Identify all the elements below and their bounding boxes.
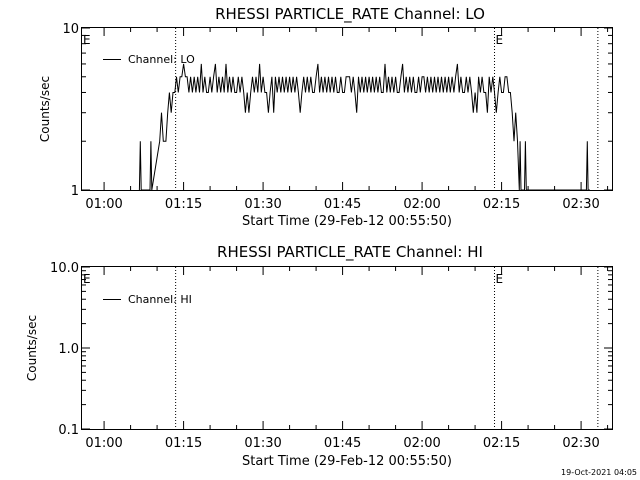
hi-marker-label: E	[496, 272, 504, 286]
hi-legend-label: Channel: HI	[128, 293, 192, 306]
hi-x-tick-label: 01:30	[244, 436, 281, 451]
lo-x-tick-label: 01:30	[244, 197, 281, 212]
lo-channel-chart: RHESSI PARTICLE_RATE Channel: LO Counts/…	[38, 5, 613, 229]
hi-channel-chart: RHESSI PARTICLE_RATE Channel: HI Counts/…	[25, 243, 613, 469]
lo-plot-frame	[81, 27, 613, 191]
lo-x-axis-label: Start Time (29-Feb-12 00:55:50)	[242, 214, 452, 229]
hi-x-tick-label: 02:30	[562, 436, 599, 451]
lo-y-tick-label: 10	[62, 22, 79, 37]
hi-marker-label: E	[83, 272, 91, 286]
lo-y-tick-label: 1	[71, 184, 79, 199]
lo-y-axis-label: Counts/sec	[38, 76, 52, 142]
hi-plot-frame	[81, 266, 613, 430]
hi-x-tick-label: 01:15	[165, 436, 202, 451]
lo-legend-label: Channel: LO	[128, 53, 195, 66]
hi-x-axis-label: Start Time (29-Feb-12 00:55:50)	[242, 454, 452, 469]
hi-y-tick-label: 1.0	[58, 342, 79, 357]
hi-x-tick-label: 01:00	[85, 436, 122, 451]
lo-axis-ticks: 01:00 01:15 01:30 01:45 02:00 02:15 02:30 1 10	[62, 22, 612, 212]
hi-x-tick-label: 02:00	[403, 436, 440, 451]
hi-chart-title: RHESSI PARTICLE_RATE Channel: HI	[217, 243, 483, 262]
lo-x-tick-label: 02:00	[403, 197, 440, 212]
lo-x-tick-label: 01:15	[165, 197, 202, 212]
lo-x-tick-label: 01:00	[85, 197, 122, 212]
hi-x-tick-label: 02:15	[483, 436, 520, 451]
lo-x-tick-label: 02:30	[562, 197, 599, 212]
hi-y-tick-label: 10.0	[50, 261, 79, 276]
lo-series-line	[138, 63, 590, 191]
footer-timestamp: 19-Oct-2021 04:05	[561, 468, 637, 477]
hi-axis-ticks: 01:00 01:15 01:30 01:45 02:00 02:15 02:30 0.1 1.…	[50, 261, 612, 451]
hi-legend: Channel: HI	[103, 293, 192, 306]
lo-legend: Channel: LO	[103, 53, 195, 66]
hi-y-tick-label: 0.1	[58, 423, 79, 438]
lo-marker-label: E	[83, 33, 91, 47]
lo-chart-title: RHESSI PARTICLE_RATE Channel: LO	[215, 5, 485, 24]
lo-x-tick-label: 01:45	[324, 197, 361, 212]
hi-y-axis-label: Counts/sec	[25, 315, 39, 381]
lo-x-tick-label: 02:15	[483, 197, 520, 212]
hi-x-tick-label: 01:45	[324, 436, 361, 451]
lo-marker-label: E	[496, 33, 504, 47]
